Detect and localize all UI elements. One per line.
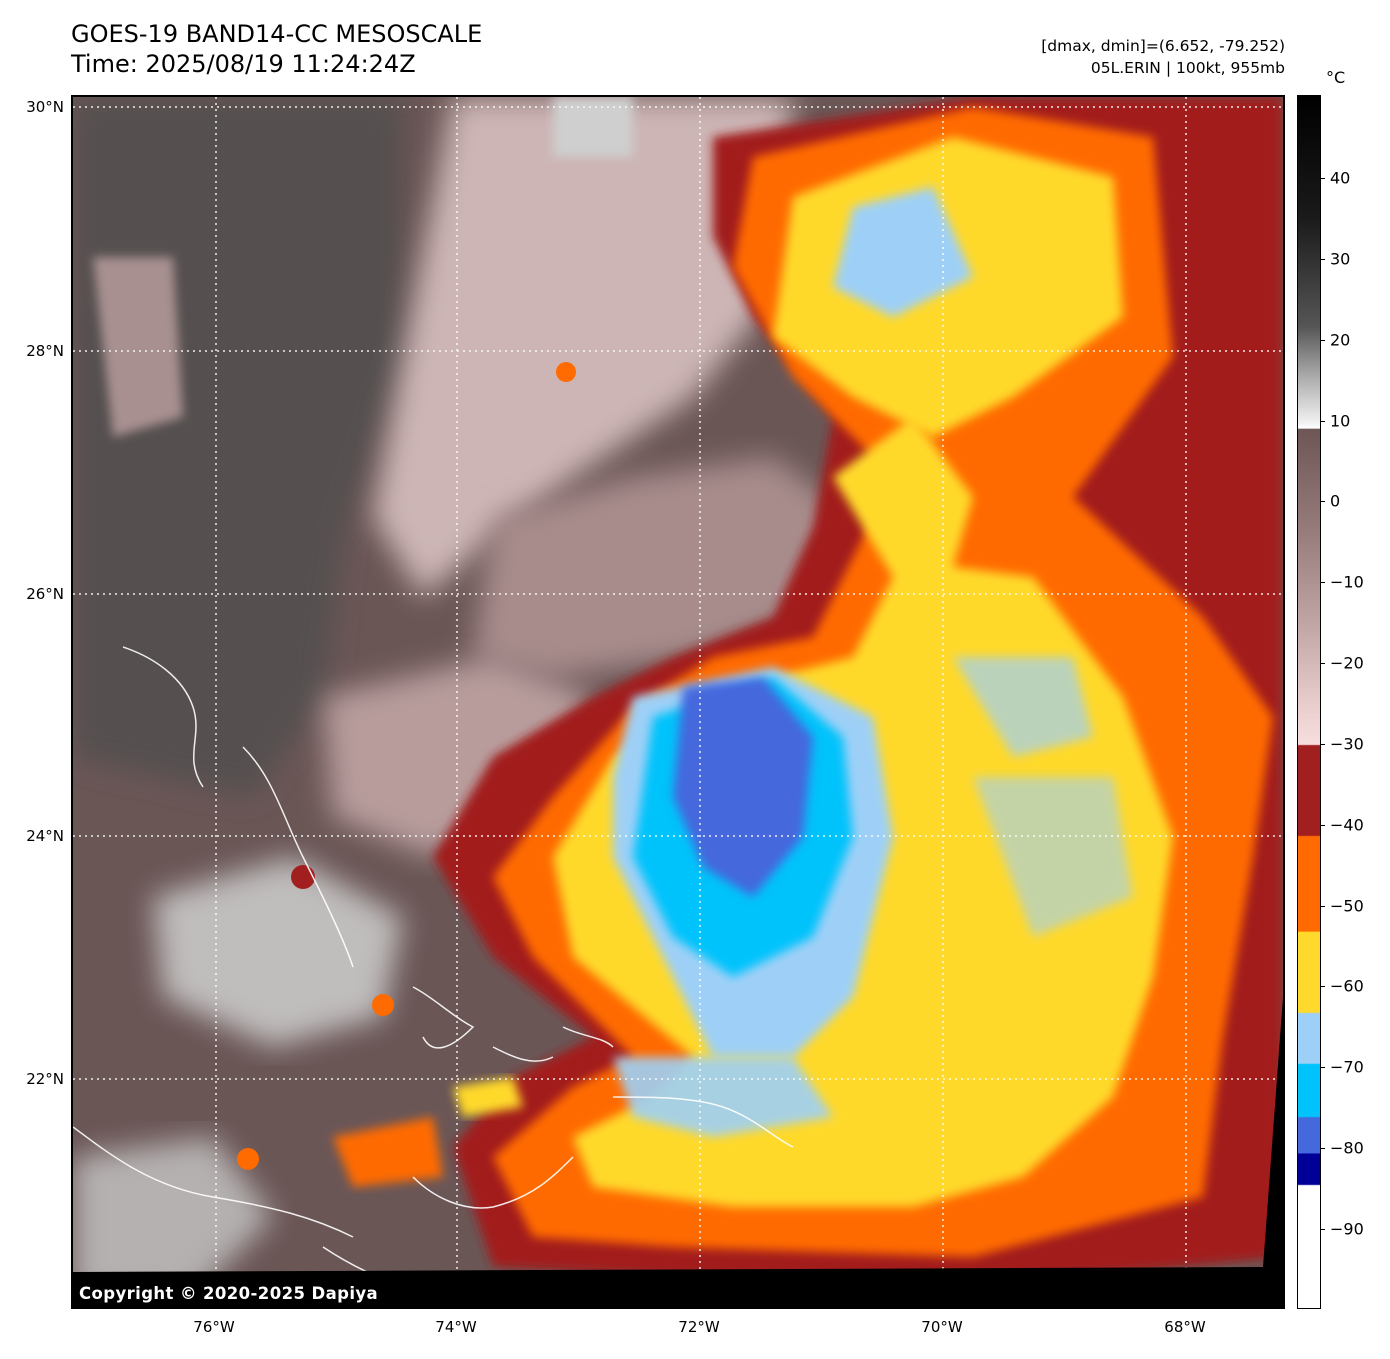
colorbar-tick-label: 20: [1330, 330, 1351, 350]
colorbar-tick-label: 40: [1330, 168, 1351, 188]
colorbar-tick-label: −30: [1330, 734, 1364, 754]
lon-label-68: 68°W: [1164, 1318, 1206, 1336]
colorbar-tick-label: −10: [1330, 572, 1364, 592]
colorbar-tick-label: −60: [1330, 976, 1364, 996]
lon-label-70: 70°W: [921, 1318, 963, 1336]
colorbar-tick-mark: [1321, 420, 1325, 422]
colorbar-tick-mark: [1321, 743, 1325, 745]
colorbar-tick-mark: [1321, 178, 1325, 179]
copyright-text: Copyright © 2020-2025 Dapiya: [79, 1284, 379, 1303]
stats-label: [dmax, dmin]=(6.652, -79.252): [1041, 37, 1285, 55]
lat-label-30: 30°N: [26, 98, 64, 116]
time-stamp: Time: 2025/08/19 11:24:24Z: [71, 50, 416, 78]
colorbar-tick-mark: [1321, 501, 1325, 503]
lon-label-74: 74°W: [435, 1318, 477, 1336]
lat-label-26: 26°N: [26, 585, 64, 603]
colorbar-tick-mark: [1321, 1067, 1325, 1069]
storm-info: 05L.ERIN | 100kt, 955mb: [1090, 59, 1285, 77]
colorbar-tick-mark: [1321, 1148, 1325, 1150]
colorbar-tick-mark: [1321, 986, 1325, 988]
colorbar-tick-mark: [1321, 905, 1325, 907]
colorbar-tick-mark: [1321, 339, 1325, 341]
colorbar-tick-label: −50: [1330, 896, 1364, 916]
lat-label-22: 22°N: [26, 1070, 64, 1088]
satellite-map: Copyright © 2020-2025 Dapiya: [71, 95, 1285, 1309]
colorbar-tick-label: −20: [1330, 653, 1364, 673]
colorbar-tick-label: −90: [1330, 1219, 1364, 1239]
lon-label-72: 72°W: [678, 1318, 720, 1336]
satellite-image: [73, 97, 1283, 1307]
colorbar-tick-label: −80: [1330, 1138, 1364, 1158]
lat-label-24: 24°N: [26, 827, 64, 845]
colorbar-tick-label: 10: [1330, 411, 1351, 431]
page-title: GOES-19 BAND14-CC MESOSCALE: [71, 20, 483, 48]
lon-label-76: 76°W: [193, 1318, 235, 1336]
colorbar-tick-mark: [1321, 582, 1325, 584]
colorbar-tick-label: 0: [1330, 491, 1341, 511]
colorbar-tick-label: −70: [1330, 1057, 1364, 1077]
colorbar-tick-mark: [1321, 1229, 1325, 1230]
colorbar-tick-mark: [1321, 824, 1325, 826]
colorbar-tick-label: −40: [1330, 815, 1364, 835]
colorbar-unit: °C: [1326, 68, 1346, 87]
colorbar-tick-mark: [1321, 258, 1325, 260]
colorbar-tick-label: 30: [1330, 249, 1351, 269]
colorbar-tick-mark: [1321, 663, 1325, 665]
colorbar: [1297, 95, 1321, 1309]
lat-label-28: 28°N: [26, 342, 64, 360]
